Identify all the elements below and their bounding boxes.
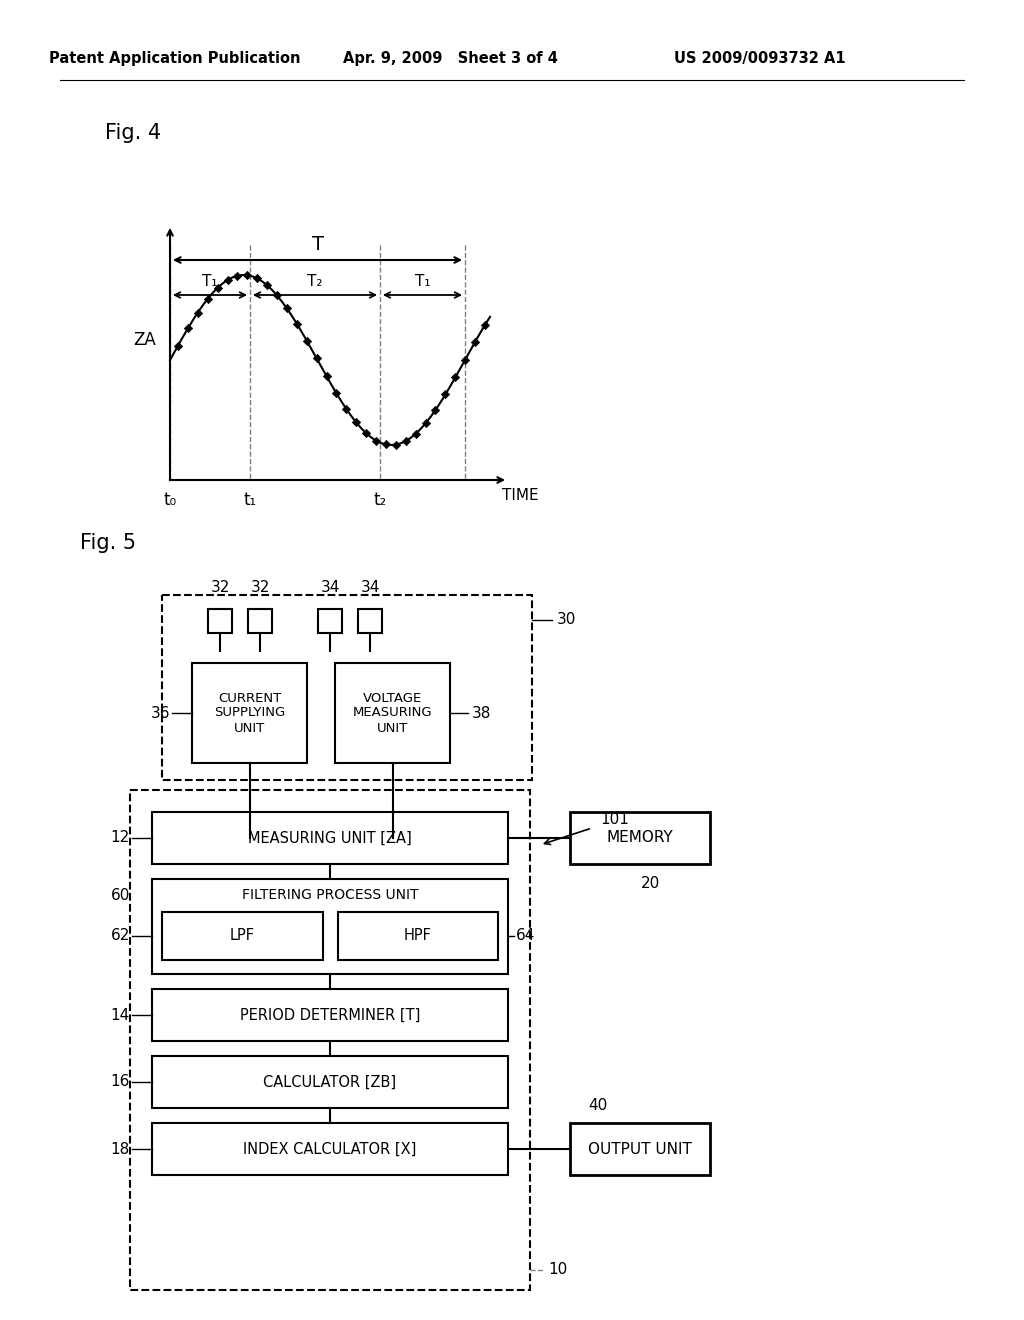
Bar [338,912,498,960]
Text: 62: 62 [111,928,130,944]
Text: Fig. 5: Fig. 5 [80,533,136,553]
Point [308,348,325,370]
Bar [152,879,508,974]
Text: 101: 101 [600,813,629,828]
Text: t₂: t₂ [374,491,387,510]
Text: t₁: t₁ [244,491,257,510]
Point [437,384,454,405]
Text: 34: 34 [321,579,340,594]
Point [408,424,424,445]
Point [368,430,384,451]
Text: MEASURING UNIT [ZA]: MEASURING UNIT [ZA] [248,830,412,846]
Text: 12: 12 [111,830,130,846]
Text: 40: 40 [588,1097,607,1113]
Text: ZA: ZA [133,331,157,348]
Text: CURRENT
SUPPLYING
UNIT: CURRENT SUPPLYING UNIT [214,692,285,734]
Text: INDEX CALCULATOR [X]: INDEX CALCULATOR [X] [244,1142,417,1156]
Point [427,400,443,421]
Bar [152,989,508,1041]
Point [219,269,236,290]
Text: 30: 30 [557,612,577,627]
Text: Apr. 9, 2009   Sheet 3 of 4: Apr. 9, 2009 Sheet 3 of 4 [343,50,557,66]
Bar [570,812,710,865]
Text: 38: 38 [472,705,492,721]
Point [348,412,365,433]
Point [269,285,286,306]
Text: TIME: TIME [502,487,539,503]
Text: 36: 36 [151,705,170,721]
Text: 18: 18 [111,1142,130,1156]
Text: US 2009/0093732 A1: US 2009/0093732 A1 [674,50,846,66]
Text: 20: 20 [640,876,659,891]
Point [457,348,473,370]
Bar [248,609,272,634]
Point [338,399,354,420]
Text: OUTPUT UNIT: OUTPUT UNIT [588,1142,692,1156]
Bar [193,663,307,763]
Point [279,298,295,319]
Bar [335,663,450,763]
Text: 64: 64 [516,928,536,944]
Bar [208,609,232,634]
Bar [152,812,508,865]
Text: 60: 60 [111,887,130,903]
Point [179,318,196,339]
Point [170,335,186,356]
Bar [152,1056,508,1107]
Text: MEMORY: MEMORY [606,830,674,846]
Text: 16: 16 [111,1074,130,1089]
Text: FILTERING PROCESS UNIT: FILTERING PROCESS UNIT [242,888,418,902]
Bar [130,789,530,1290]
Text: PERIOD DETERMINER [T]: PERIOD DETERMINER [T] [240,1007,420,1023]
Text: CALCULATOR [ZB]: CALCULATOR [ZB] [263,1074,396,1089]
Bar [570,1123,710,1175]
Point [477,314,494,335]
Text: T₂: T₂ [307,273,323,289]
Text: T₁: T₁ [415,273,430,289]
Text: 34: 34 [360,579,380,594]
Text: T₁: T₁ [203,273,218,289]
Point [388,434,404,455]
Point [318,366,335,387]
Bar [162,595,532,780]
Point [329,383,345,404]
Bar [152,1123,508,1175]
Point [189,302,206,323]
Point [378,434,394,455]
Point [229,265,246,286]
Text: 32: 32 [250,579,269,594]
Text: 14: 14 [111,1007,130,1023]
Point [358,422,375,444]
Point [418,413,434,434]
Text: 32: 32 [210,579,229,594]
Point [249,268,265,289]
Point [240,265,256,286]
Text: VOLTAGE
MEASURING
UNIT: VOLTAGE MEASURING UNIT [352,692,432,734]
Point [289,313,305,334]
Point [210,277,226,298]
Text: T: T [311,235,324,253]
Bar [358,609,382,634]
Text: Fig. 4: Fig. 4 [105,123,161,143]
Bar [162,912,323,960]
Text: HPF: HPF [403,928,432,944]
Point [397,430,414,451]
Text: LPF: LPF [229,928,255,944]
Point [299,330,315,351]
Point [447,367,464,388]
Point [200,288,216,309]
Point [259,275,275,296]
Text: t₀: t₀ [164,491,176,510]
Text: Patent Application Publication: Patent Application Publication [49,50,301,66]
Text: 10: 10 [548,1262,567,1278]
Point [467,331,483,352]
Bar [318,609,342,634]
